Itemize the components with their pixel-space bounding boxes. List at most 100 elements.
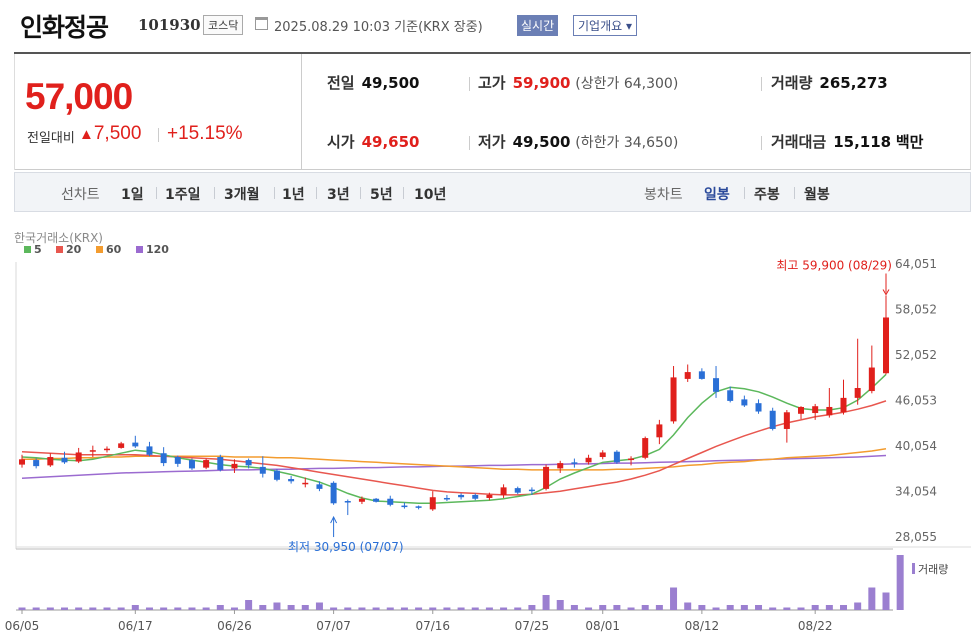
candle bbox=[429, 491, 436, 511]
period-5year-button[interactable]: 5년 bbox=[370, 187, 393, 203]
volume-bar bbox=[500, 607, 508, 610]
x-tick-label: 07/16 bbox=[415, 619, 450, 633]
volume-bar bbox=[415, 607, 423, 610]
chart-grid bbox=[15, 262, 971, 611]
volume-legend-swatch bbox=[912, 563, 915, 574]
prev-close-label: 전일 bbox=[327, 74, 355, 92]
volume-bar bbox=[188, 607, 196, 610]
legend-swatch-60 bbox=[96, 246, 103, 253]
volume-bar bbox=[783, 607, 791, 610]
candle bbox=[203, 458, 210, 470]
candle-body bbox=[500, 487, 507, 495]
candle-body bbox=[387, 498, 394, 505]
candle bbox=[302, 477, 309, 488]
volume-bar bbox=[117, 607, 125, 610]
candle bbox=[61, 451, 68, 464]
candle bbox=[486, 492, 493, 501]
period-1year-button[interactable]: 1년 bbox=[282, 187, 305, 203]
change-value: ▲7,500 bbox=[79, 123, 141, 145]
min-annotation: 최저 30,950 (07/07) bbox=[288, 540, 404, 554]
candle bbox=[146, 441, 153, 457]
candle-body bbox=[146, 446, 153, 455]
volume-bar bbox=[755, 605, 763, 610]
volume-bar bbox=[429, 607, 437, 610]
volume-bar bbox=[273, 602, 281, 610]
period-3year-button[interactable]: 3년 bbox=[327, 187, 350, 203]
candle-body bbox=[174, 457, 181, 464]
max-annotation: 최고 59,900 (08/29) bbox=[776, 258, 892, 272]
volume-bar bbox=[457, 607, 465, 610]
volume-bar bbox=[131, 605, 139, 610]
candle-weekly-button[interactable]: 주봉 bbox=[754, 187, 780, 203]
candle-body bbox=[217, 457, 224, 470]
volume-bar bbox=[712, 607, 720, 610]
ma-legend: 5 20 60 120 bbox=[24, 243, 169, 256]
volume-label: 거래량 bbox=[771, 74, 813, 92]
volume-bar bbox=[471, 607, 479, 610]
candle bbox=[174, 455, 181, 467]
stock-name: 인화정공 bbox=[20, 13, 109, 42]
candle-daily-button[interactable]: 일봉 bbox=[704, 187, 730, 203]
candle-body bbox=[812, 406, 819, 414]
candle-body bbox=[571, 462, 578, 464]
candle bbox=[599, 450, 606, 460]
candle-body bbox=[259, 466, 266, 474]
volume-bar bbox=[840, 605, 848, 610]
candle bbox=[472, 493, 479, 501]
candle bbox=[245, 458, 252, 469]
candle-body bbox=[132, 442, 139, 447]
candle bbox=[33, 458, 40, 469]
quote-summary: 57,000 전일대비 ▲7,500 +15.15% 전일 49,500 고가 59… bbox=[14, 52, 971, 170]
company-overview-dropdown[interactable]: 기업개요 ▾ bbox=[573, 15, 637, 36]
candle bbox=[698, 368, 705, 380]
y-tick-label: 64,051 bbox=[895, 257, 937, 271]
volume-bar bbox=[825, 605, 833, 610]
realtime-button[interactable]: 실시간 bbox=[517, 15, 559, 36]
candle bbox=[132, 435, 139, 448]
volume-bar bbox=[315, 602, 323, 610]
volume-bar bbox=[89, 607, 97, 610]
volume-bar bbox=[18, 607, 26, 610]
period-1day-button[interactable]: 1일 bbox=[121, 187, 144, 203]
candle-body bbox=[698, 371, 705, 379]
divider bbox=[158, 128, 159, 142]
y-tick-label: 58,052 bbox=[895, 302, 937, 316]
volume-bar bbox=[358, 607, 366, 610]
volume-bar bbox=[103, 607, 111, 610]
period-3month-button[interactable]: 3개월 bbox=[224, 187, 260, 203]
current-price: 57,000 bbox=[25, 76, 133, 117]
volume-bar bbox=[344, 607, 352, 610]
period-1week-button[interactable]: 1주일 bbox=[165, 187, 201, 203]
legend-label-120: 120 bbox=[146, 243, 169, 256]
volume-bar bbox=[570, 605, 578, 610]
x-tick-label: 08/22 bbox=[798, 619, 833, 633]
candle-body bbox=[854, 388, 861, 398]
calendar-icon bbox=[255, 17, 268, 30]
low-cell: 저가 49,500 (하한가 34,650) bbox=[478, 131, 678, 152]
candle bbox=[755, 399, 762, 414]
x-tick-label: 06/26 bbox=[217, 619, 252, 633]
candle bbox=[727, 386, 734, 403]
candle bbox=[373, 497, 380, 503]
candle bbox=[458, 493, 465, 500]
candle-body bbox=[826, 406, 833, 416]
candle bbox=[868, 345, 875, 394]
candle-body bbox=[613, 451, 620, 463]
candle bbox=[160, 447, 167, 467]
volume-bar bbox=[528, 605, 536, 610]
candle-monthly-button[interactable]: 월봉 bbox=[804, 187, 830, 203]
candle-body bbox=[75, 452, 82, 462]
candle-body bbox=[557, 463, 564, 469]
candle-body bbox=[642, 438, 649, 458]
candle bbox=[103, 446, 110, 453]
candle-body bbox=[840, 397, 847, 413]
divider bbox=[761, 77, 762, 91]
legend-swatch-5 bbox=[24, 246, 31, 253]
period-10year-button[interactable]: 10년 bbox=[414, 187, 447, 203]
candle-chart-label: 봉차트 bbox=[644, 187, 683, 203]
candle bbox=[344, 499, 351, 516]
volume-bar bbox=[301, 605, 309, 610]
candle bbox=[656, 419, 663, 445]
y-tick-label: 28,055 bbox=[895, 530, 937, 544]
x-tick-label: 07/25 bbox=[515, 619, 550, 633]
